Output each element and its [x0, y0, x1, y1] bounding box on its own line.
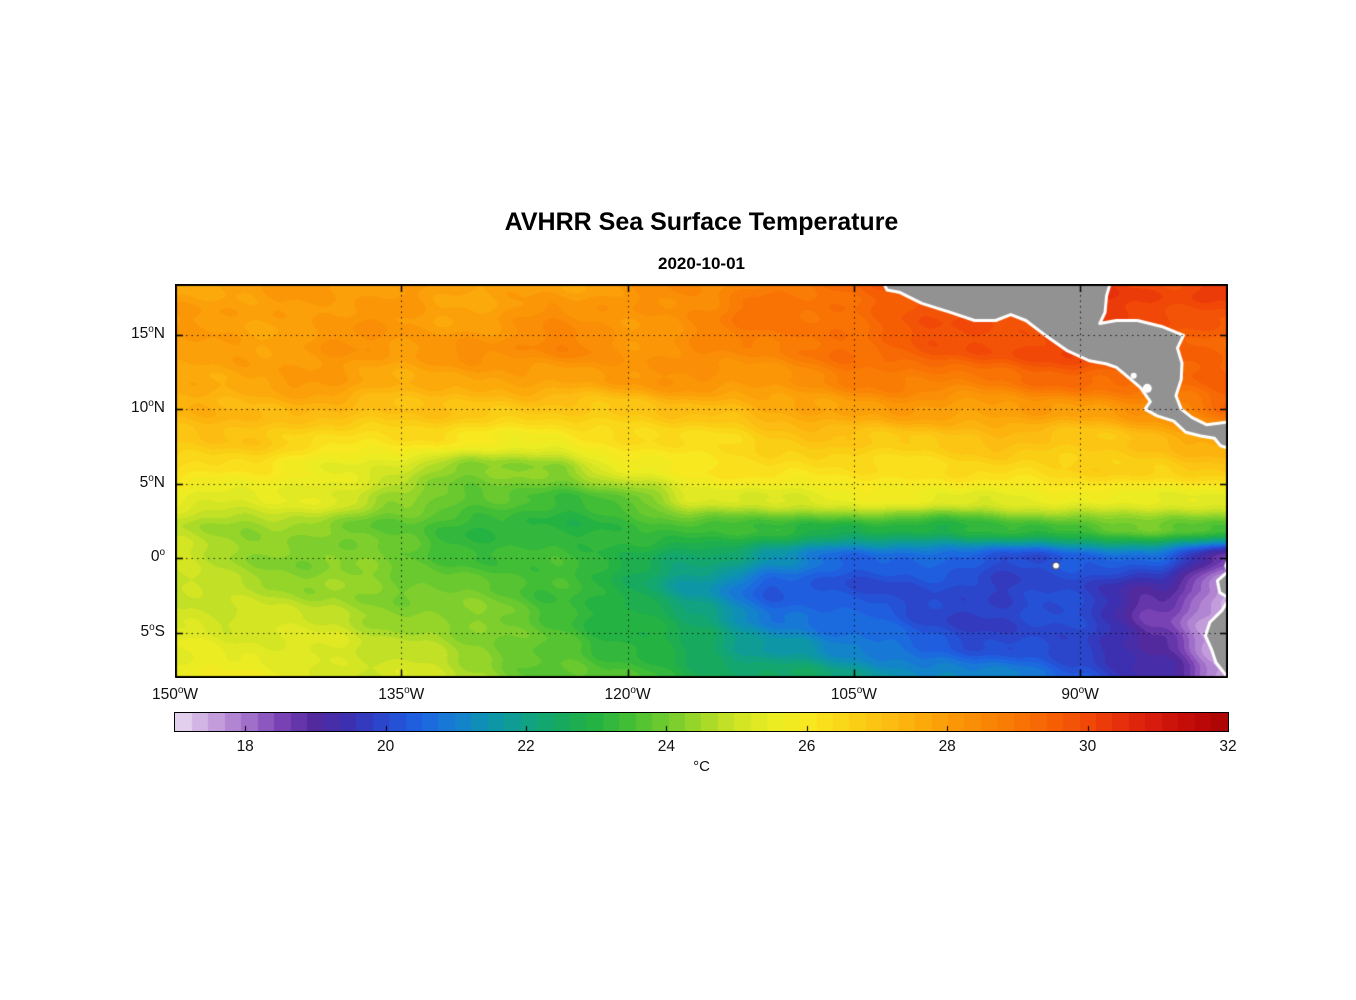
colorbar-tick-label: 26	[798, 738, 816, 755]
colorbar-tick-label: 32	[1219, 738, 1237, 755]
y-tick-label: 10oN	[130, 398, 165, 417]
x-tick-label: 150oW	[151, 684, 199, 703]
colorbar-canvas	[174, 712, 1229, 732]
colorbar-tick-label: 18	[236, 738, 254, 755]
x-tick-label: 105oW	[830, 684, 877, 703]
sst-map-canvas	[175, 284, 1228, 678]
y-tick-label: 15oN	[130, 323, 165, 342]
y-tick-label: 0o	[150, 547, 165, 566]
x-tick-label: 120oW	[604, 684, 651, 703]
colorbar-tick-label: 20	[376, 738, 395, 755]
y-tick-label: 5oN	[139, 472, 165, 491]
x-tick-label: 90oW	[1061, 684, 1099, 703]
y-tick-label: 5oS	[140, 621, 165, 640]
colorbar-tick-label: 24	[657, 738, 676, 755]
colorbar-tick-label: 28	[938, 738, 956, 755]
chart-subtitle: 2020-10-01	[658, 254, 745, 273]
x-tick-label: 135oW	[378, 684, 425, 703]
colorbar-unit-label: °C	[693, 758, 710, 775]
colorbar-tick-label: 22	[517, 738, 535, 755]
colorbar-tick-label: 30	[1078, 738, 1097, 755]
chart-title: AVHRR Sea Surface Temperature	[504, 208, 899, 236]
